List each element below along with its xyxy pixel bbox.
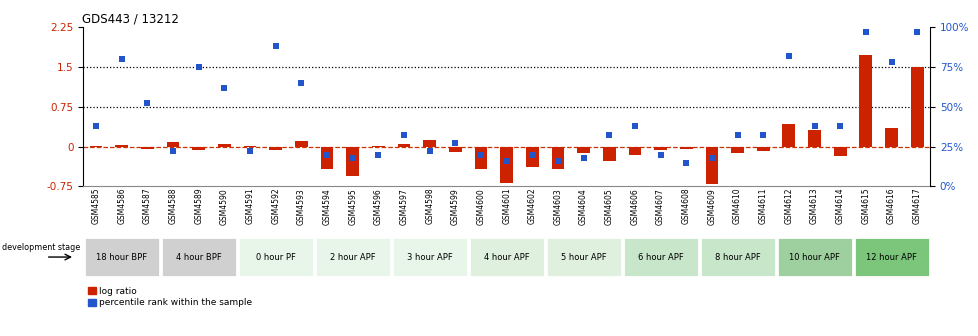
- Text: 8 hour APF: 8 hour APF: [714, 253, 760, 261]
- Bar: [90, 145, 103, 146]
- Bar: [500, 146, 512, 183]
- Bar: [192, 146, 205, 150]
- Text: 4 hour APF: 4 hour APF: [483, 253, 529, 261]
- Bar: [833, 146, 846, 156]
- Bar: [731, 146, 743, 153]
- Bar: [807, 130, 821, 146]
- Bar: [346, 146, 359, 176]
- Bar: [269, 146, 282, 150]
- Bar: [679, 146, 692, 149]
- Bar: [141, 146, 154, 149]
- Bar: [166, 142, 179, 146]
- Text: 18 hour BPF: 18 hour BPF: [96, 253, 147, 261]
- Bar: [294, 141, 307, 146]
- Text: 0 hour PF: 0 hour PF: [255, 253, 295, 261]
- Bar: [372, 145, 384, 146]
- Bar: [525, 146, 538, 167]
- Text: 4 hour BPF: 4 hour BPF: [176, 253, 221, 261]
- Bar: [653, 146, 666, 150]
- Bar: [859, 55, 871, 146]
- FancyBboxPatch shape: [84, 237, 159, 277]
- Bar: [397, 144, 410, 146]
- Text: 10 hour APF: 10 hour APF: [788, 253, 839, 261]
- Bar: [577, 146, 590, 153]
- Text: 5 hour APF: 5 hour APF: [560, 253, 605, 261]
- FancyBboxPatch shape: [238, 237, 313, 277]
- Bar: [244, 145, 256, 146]
- Bar: [422, 140, 435, 146]
- FancyBboxPatch shape: [314, 237, 390, 277]
- FancyBboxPatch shape: [699, 237, 775, 277]
- Bar: [474, 146, 487, 169]
- FancyBboxPatch shape: [545, 237, 621, 277]
- Bar: [218, 144, 231, 146]
- FancyBboxPatch shape: [391, 237, 467, 277]
- Bar: [115, 145, 128, 146]
- Bar: [320, 146, 333, 169]
- FancyBboxPatch shape: [776, 237, 852, 277]
- Text: 3 hour APF: 3 hour APF: [406, 253, 452, 261]
- Legend: log ratio, percentile rank within the sample: log ratio, percentile rank within the sa…: [88, 287, 252, 307]
- FancyBboxPatch shape: [160, 237, 237, 277]
- FancyBboxPatch shape: [468, 237, 544, 277]
- Bar: [705, 146, 718, 184]
- Bar: [628, 146, 641, 155]
- Text: development stage: development stage: [2, 243, 80, 252]
- Text: GDS443 / 13212: GDS443 / 13212: [81, 13, 178, 26]
- Bar: [602, 146, 615, 162]
- FancyBboxPatch shape: [622, 237, 698, 277]
- Bar: [884, 128, 897, 146]
- Bar: [551, 146, 563, 169]
- Bar: [781, 124, 794, 146]
- Bar: [449, 146, 462, 152]
- Bar: [910, 67, 922, 146]
- Text: 2 hour APF: 2 hour APF: [330, 253, 376, 261]
- Bar: [756, 146, 769, 151]
- FancyBboxPatch shape: [853, 237, 928, 277]
- Text: 6 hour APF: 6 hour APF: [637, 253, 683, 261]
- Text: 12 hour APF: 12 hour APF: [866, 253, 916, 261]
